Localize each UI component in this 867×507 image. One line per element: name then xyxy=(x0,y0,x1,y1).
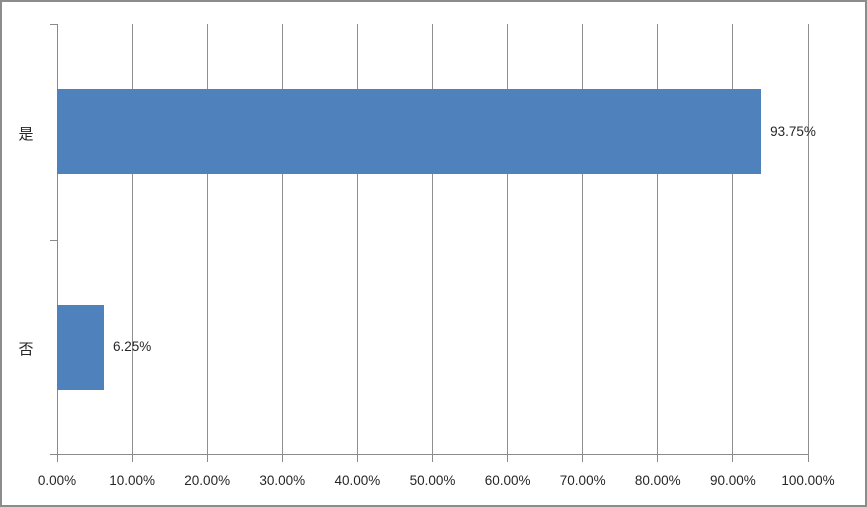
y-axis-tick xyxy=(50,454,57,455)
x-axis-tick xyxy=(206,455,208,462)
gridline xyxy=(356,24,358,455)
x-axis-line xyxy=(57,454,808,455)
gridline xyxy=(281,24,283,455)
gridline xyxy=(807,24,809,455)
gridline xyxy=(582,24,584,455)
x-axis-tick-label: 0.00% xyxy=(37,473,77,488)
x-axis-tick-label: 40.00% xyxy=(334,473,381,488)
x-axis-tick-label: 10.00% xyxy=(109,473,155,488)
gridline xyxy=(507,24,509,455)
bar-是[interactable] xyxy=(57,89,762,174)
x-axis-tick xyxy=(807,455,809,462)
x-axis-tick xyxy=(131,455,133,462)
x-axis-tick xyxy=(281,455,283,462)
gridline xyxy=(732,24,734,455)
category-label: 否 xyxy=(18,341,34,358)
bar-否[interactable] xyxy=(57,305,104,390)
gridline xyxy=(206,24,208,455)
x-axis-tick-label: 80.00% xyxy=(634,473,681,488)
y-axis-line xyxy=(57,24,58,455)
x-axis-tick xyxy=(432,455,433,462)
gridline xyxy=(432,24,433,455)
data-label: 93.75% xyxy=(770,124,816,139)
x-axis-tick xyxy=(356,455,358,462)
x-axis-tick xyxy=(657,455,659,462)
x-axis-tick-label: 60.00% xyxy=(484,473,531,488)
x-axis-tick-label: 30.00% xyxy=(259,473,306,488)
x-axis-tick xyxy=(732,455,734,462)
x-axis-tick-label: 20.00% xyxy=(184,473,231,488)
category-label: 是 xyxy=(18,126,34,143)
data-label: 6.25% xyxy=(112,339,152,354)
x-axis-tick xyxy=(56,455,58,462)
x-axis-tick xyxy=(582,455,584,462)
x-axis-tick xyxy=(507,455,509,462)
plot-area[interactable]: 0.00% 10.00% 20.00% 30.00% 40.00% 50.00% 60.00… xyxy=(18,24,835,488)
gridline xyxy=(657,24,659,455)
x-axis-tick-label: 100.00% xyxy=(781,473,835,488)
x-axis-tick-label: 90.00% xyxy=(709,473,756,488)
x-axis-tick-label: 70.00% xyxy=(559,473,606,488)
gridline xyxy=(131,24,133,455)
x-axis-tick-label: 50.00% xyxy=(409,473,456,488)
y-axis-tick xyxy=(50,24,57,25)
y-axis-tick xyxy=(50,239,57,241)
